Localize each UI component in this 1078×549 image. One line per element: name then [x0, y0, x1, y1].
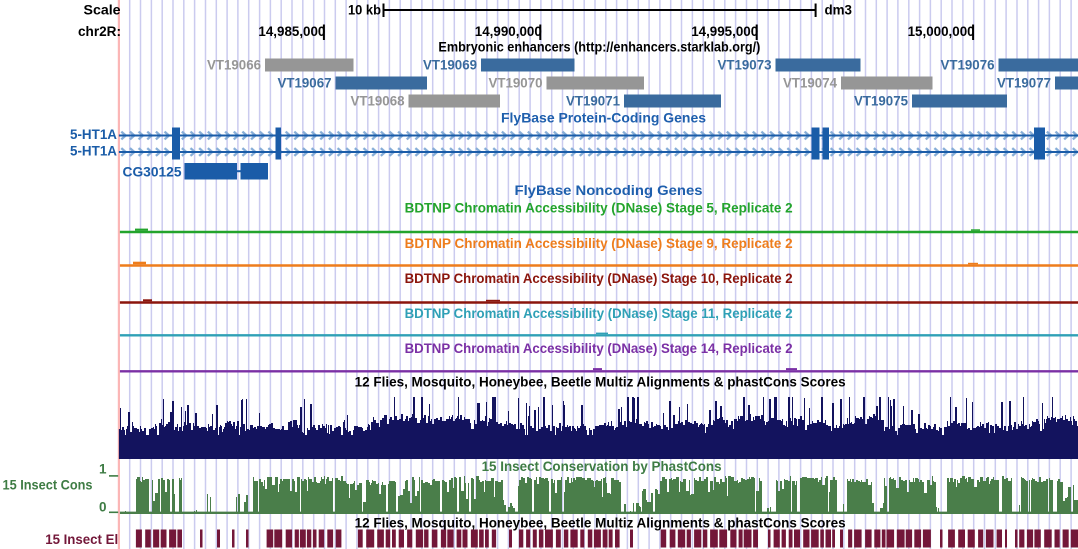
svg-text:15 Insect Cons: 15 Insect Cons	[3, 477, 93, 492]
svg-text:VT19071: VT19071	[566, 94, 620, 109]
svg-text:VT19074: VT19074	[783, 76, 837, 91]
svg-text:VT19073: VT19073	[718, 58, 772, 73]
svg-text:dm3: dm3	[825, 3, 853, 18]
svg-text:15,000,000: 15,000,000	[908, 24, 975, 39]
svg-text:14,990,000: 14,990,000	[475, 24, 542, 39]
svg-text:BDTNP Chromatin Accessibility: BDTNP Chromatin Accessibility (DNase) St…	[405, 341, 793, 356]
svg-text:12 Flies, Mosquito, Honeybee,: 12 Flies, Mosquito, Honeybee, Beetle Mul…	[355, 516, 846, 531]
svg-text:15 Insect Conservation by Phas: 15 Insect Conservation by PhastCons	[482, 459, 722, 474]
svg-text:Scale: Scale	[84, 3, 122, 18]
svg-text:VT19077: VT19077	[997, 76, 1051, 91]
svg-text:VT19076: VT19076	[941, 58, 995, 73]
svg-text:VT19075: VT19075	[854, 94, 908, 109]
svg-text:10 kb: 10 kb	[348, 3, 381, 18]
svg-text:5-HT1A: 5-HT1A	[70, 127, 117, 142]
svg-text:Embryonic enhancers (http://en: Embryonic enhancers (http://enhancers.st…	[438, 40, 760, 55]
svg-text:chr2R:: chr2R:	[78, 24, 121, 39]
svg-text:12 Flies, Mosquito, Honeybee,: 12 Flies, Mosquito, Honeybee, Beetle Mul…	[355, 375, 846, 390]
svg-text:0: 0	[99, 500, 107, 515]
svg-text:VT19070: VT19070	[489, 76, 543, 91]
svg-text:FlyBase Noncoding Genes: FlyBase Noncoding Genes	[515, 183, 703, 198]
svg-text:15 Insect El: 15 Insect El	[45, 532, 118, 547]
svg-text:BDTNP Chromatin Accessibility: BDTNP Chromatin Accessibility (DNase) St…	[405, 306, 793, 321]
svg-text:14,985,000: 14,985,000	[258, 24, 325, 39]
svg-text:CG30125: CG30125	[123, 164, 182, 179]
svg-text:VT19069: VT19069	[423, 58, 477, 73]
svg-text:BDTNP Chromatin Accessibility: BDTNP Chromatin Accessibility (DNase) St…	[405, 271, 793, 286]
svg-text:5-HT1A: 5-HT1A	[70, 144, 117, 159]
svg-text:BDTNP Chromatin Accessibility: BDTNP Chromatin Accessibility (DNase) St…	[405, 201, 793, 216]
svg-text:1: 1	[99, 462, 107, 477]
svg-text:VT19066: VT19066	[207, 58, 261, 73]
svg-text:VT19067: VT19067	[278, 76, 332, 91]
svg-text:14,995,000: 14,995,000	[691, 24, 758, 39]
svg-text:FlyBase Protein-Coding Genes: FlyBase Protein-Coding Genes	[501, 110, 706, 125]
svg-text:VT19068: VT19068	[351, 94, 405, 109]
svg-text:BDTNP Chromatin Accessibility: BDTNP Chromatin Accessibility (DNase) St…	[405, 236, 793, 251]
